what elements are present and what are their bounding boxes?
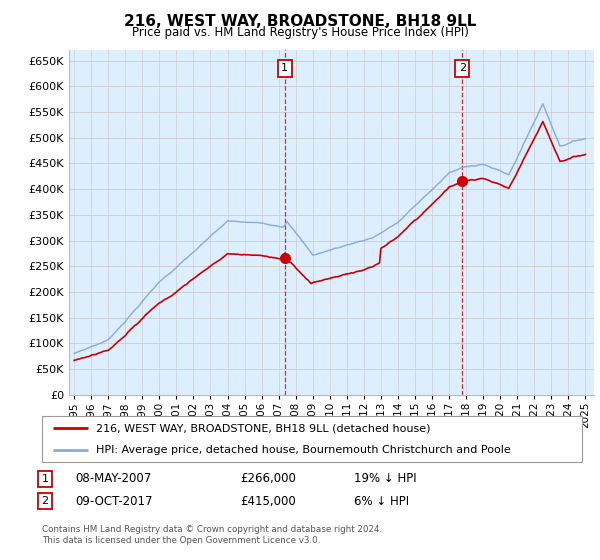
FancyBboxPatch shape: [42, 416, 582, 462]
Text: 216, WEST WAY, BROADSTONE, BH18 9LL (detached house): 216, WEST WAY, BROADSTONE, BH18 9LL (det…: [96, 423, 431, 433]
Text: 216, WEST WAY, BROADSTONE, BH18 9LL: 216, WEST WAY, BROADSTONE, BH18 9LL: [124, 14, 476, 29]
Text: £415,000: £415,000: [240, 494, 296, 508]
Text: HPI: Average price, detached house, Bournemouth Christchurch and Poole: HPI: Average price, detached house, Bour…: [96, 445, 511, 455]
Text: 2: 2: [41, 496, 49, 506]
Text: 2: 2: [458, 63, 466, 73]
Text: 19% ↓ HPI: 19% ↓ HPI: [354, 472, 416, 486]
Text: 08-MAY-2007: 08-MAY-2007: [75, 472, 151, 486]
Text: Contains HM Land Registry data © Crown copyright and database right 2024.
This d: Contains HM Land Registry data © Crown c…: [42, 525, 382, 545]
Text: 6% ↓ HPI: 6% ↓ HPI: [354, 494, 409, 508]
Text: Price paid vs. HM Land Registry's House Price Index (HPI): Price paid vs. HM Land Registry's House …: [131, 26, 469, 39]
Text: £266,000: £266,000: [240, 472, 296, 486]
Text: 1: 1: [281, 63, 288, 73]
Text: 09-OCT-2017: 09-OCT-2017: [75, 494, 152, 508]
Text: 1: 1: [41, 474, 49, 484]
